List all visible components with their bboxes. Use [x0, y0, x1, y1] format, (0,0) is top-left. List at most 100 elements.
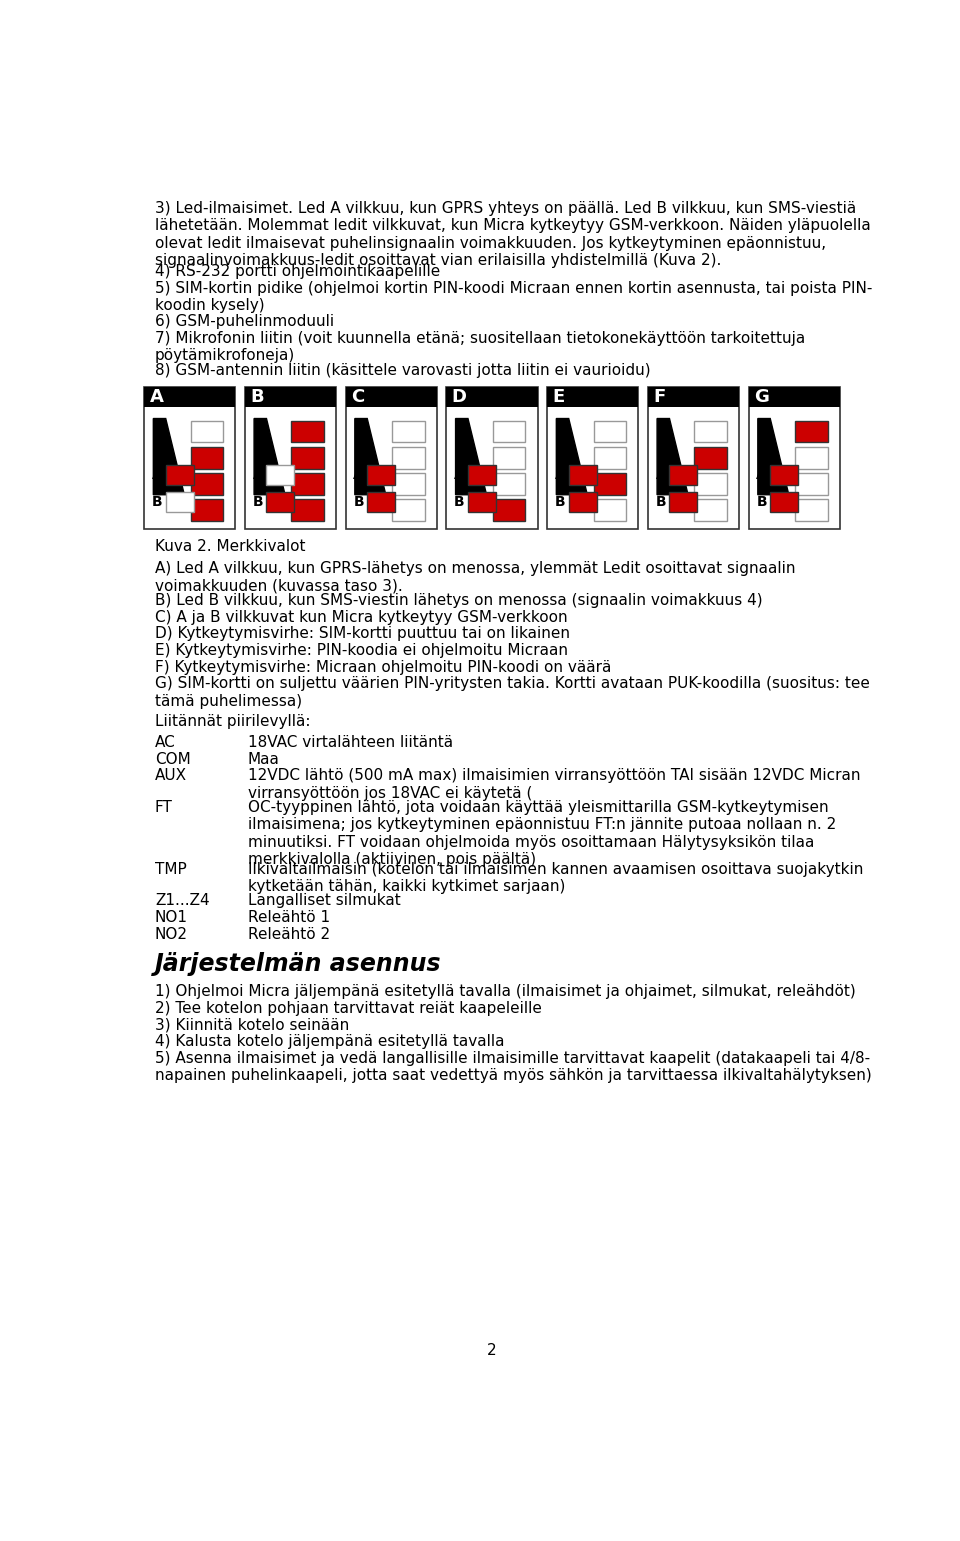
Text: 8) GSM-antennin liitin (käsittele varovasti jotta liitin ei vaurioidu): 8) GSM-antennin liitin (käsittele varova… [155, 364, 651, 379]
Bar [291, 421, 324, 442]
Bar [492, 499, 525, 521]
Bar [795, 499, 828, 521]
Bar [492, 473, 525, 495]
Bar [190, 421, 223, 442]
Polygon shape [254, 419, 285, 495]
Text: 5) Asenna ilmaisimet ja vedä langallisille ilmaisimille tarvittavat kaapelit (da: 5) Asenna ilmaisimet ja vedä langallisil… [155, 1051, 872, 1083]
Bar [568, 493, 596, 513]
Polygon shape [456, 419, 487, 495]
Bar [368, 493, 396, 513]
Bar [245, 387, 336, 530]
Text: D: D [452, 388, 467, 405]
Text: Z1...Z4: Z1...Z4 [155, 894, 209, 909]
Bar [568, 465, 596, 485]
Bar [694, 421, 727, 442]
Text: E) Kytkeytymisvirhe: PIN-koodia ei ohjelmoitu Micraan: E) Kytkeytymisvirhe: PIN-koodia ei ohjel… [155, 643, 568, 658]
Text: E: E [552, 388, 564, 405]
Bar [190, 473, 223, 495]
Bar [694, 499, 727, 521]
Text: G) SIM-kortti on suljettu väärien PIN-yritysten takia. Kortti avataan PUK-koodil: G) SIM-kortti on suljettu väärien PIN-yr… [155, 676, 870, 709]
Bar [392, 499, 424, 521]
Bar [694, 447, 727, 468]
Text: 2: 2 [487, 1342, 497, 1358]
Text: A) Led A vilkkuu, kun GPRS-lähetys on menossa, ylemmät Ledit osoittavat signaali: A) Led A vilkkuu, kun GPRS-lähetys on me… [155, 561, 796, 593]
Bar [669, 465, 697, 485]
Bar [795, 447, 828, 468]
Text: F: F [653, 388, 665, 405]
Text: 1) Ohjelmoi Micra jäljempänä esitetyllä tavalla (ilmaisimet ja ohjaimet, silmuka: 1) Ohjelmoi Micra jäljempänä esitetyllä … [155, 985, 855, 999]
Bar [593, 499, 626, 521]
Text: B: B [756, 496, 767, 510]
Text: 18VAC virtalähteen liitäntä: 18VAC virtalähteen liitäntä [248, 735, 453, 750]
Text: B: B [454, 496, 465, 510]
Bar [368, 465, 396, 485]
Bar [770, 493, 798, 513]
Bar [267, 493, 295, 513]
Text: 2) Tee kotelon pohjaan tarvittavat reiät kaapeleille: 2) Tee kotelon pohjaan tarvittavat reiät… [155, 1000, 541, 1016]
Text: AUX: AUX [155, 769, 187, 783]
Text: Releähtö 2: Releähtö 2 [248, 926, 330, 942]
Text: COM: COM [155, 752, 191, 766]
Bar [446, 387, 538, 407]
Text: Ilkivaltailmaisin (kotelon tai ilmaisimen kannen avaamisen osoittava suojakytkin: Ilkivaltailmaisin (kotelon tai ilmaisime… [248, 861, 863, 894]
Text: 3) Kiinnitä kotelo seinään: 3) Kiinnitä kotelo seinään [155, 1017, 349, 1032]
Text: C: C [351, 388, 364, 405]
Bar [166, 493, 194, 513]
Text: Liitännät piirilevyllä:: Liitännät piirilevyllä: [155, 713, 310, 729]
Bar [547, 387, 638, 530]
Text: B: B [656, 496, 666, 510]
Bar [144, 387, 235, 407]
Bar [648, 387, 739, 530]
Bar [190, 447, 223, 468]
Text: A: A [152, 468, 162, 482]
Text: NO2: NO2 [155, 926, 188, 942]
Text: C) A ja B vilkkuvat kun Micra kytkeytyy GSM-verkkoon: C) A ja B vilkkuvat kun Micra kytkeytyy … [155, 610, 567, 624]
Text: A: A [150, 388, 163, 405]
Bar [267, 465, 295, 485]
Bar [190, 499, 223, 521]
Bar [446, 387, 538, 530]
Text: B: B [353, 496, 364, 510]
Polygon shape [757, 419, 789, 495]
Bar [166, 465, 194, 485]
Bar [694, 473, 727, 495]
Bar [291, 499, 324, 521]
Bar [593, 473, 626, 495]
Text: B) Led B vilkkuu, kun SMS-viestin lähetys on menossa (signaalin voimakkuus 4): B) Led B vilkkuu, kun SMS-viestin lähety… [155, 593, 762, 609]
Bar [144, 387, 235, 530]
Bar [392, 473, 424, 495]
Bar [749, 387, 840, 407]
Bar [593, 447, 626, 468]
Bar [346, 387, 437, 407]
Text: Maa: Maa [248, 752, 279, 766]
Text: B: B [152, 496, 162, 510]
Bar [547, 387, 638, 407]
Text: NO1: NO1 [155, 911, 188, 925]
Text: A: A [454, 468, 465, 482]
Text: 6) GSM-puhelinmoduuli: 6) GSM-puhelinmoduuli [155, 313, 334, 328]
Bar [492, 421, 525, 442]
Text: 4) Kalusta kotelo jäljempänä esitetyllä tavalla: 4) Kalusta kotelo jäljempänä esitetyllä … [155, 1034, 504, 1049]
Text: TMP: TMP [155, 861, 186, 877]
Text: Releähtö 1: Releähtö 1 [248, 911, 330, 925]
Text: B: B [251, 388, 264, 405]
Bar [770, 465, 798, 485]
Bar [749, 387, 840, 530]
Bar [468, 493, 496, 513]
Text: D) Kytkeytymisvirhe: SIM-kortti puuttuu tai on likainen: D) Kytkeytymisvirhe: SIM-kortti puuttuu … [155, 626, 570, 641]
Text: 4) RS-232 portti ohjelmointikaapelille: 4) RS-232 portti ohjelmointikaapelille [155, 264, 440, 279]
Bar [392, 421, 424, 442]
Bar [245, 387, 336, 407]
Text: Kuva 2. Merkkivalot: Kuva 2. Merkkivalot [155, 539, 305, 553]
Text: 7) Mikrofonin liitin (voit kuunnella etänä; suositellaan tietokonekäyttöön tarko: 7) Mikrofonin liitin (voit kuunnella etä… [155, 331, 805, 364]
Bar [795, 421, 828, 442]
Text: FT: FT [155, 800, 173, 815]
Text: 12VDC lähtö (500 mA max) ilmaisimien virransyöttöön TAI sisään 12VDC Micran
virr: 12VDC lähtö (500 mA max) ilmaisimien vir… [248, 769, 860, 801]
Text: Järjestelmän asennus: Järjestelmän asennus [155, 952, 442, 977]
Text: A: A [756, 468, 767, 482]
Bar [492, 447, 525, 468]
Bar [593, 421, 626, 442]
Text: A: A [656, 468, 666, 482]
Text: 5) SIM-kortin pidike (ohjelmoi kortin PIN-koodi Micraan ennen kortin asennusta, : 5) SIM-kortin pidike (ohjelmoi kortin PI… [155, 280, 873, 313]
Polygon shape [557, 419, 588, 495]
